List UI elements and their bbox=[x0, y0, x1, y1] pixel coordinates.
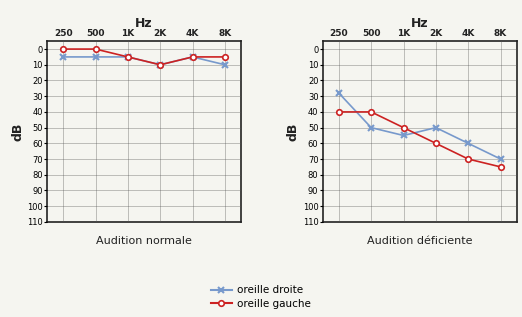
X-axis label: Hz: Hz bbox=[411, 17, 429, 30]
X-axis label: Hz: Hz bbox=[135, 17, 153, 30]
Text: Audition normale: Audition normale bbox=[96, 236, 192, 246]
Y-axis label: dB: dB bbox=[287, 122, 300, 141]
Y-axis label: dB: dB bbox=[11, 122, 25, 141]
Text: Audition déficiente: Audition déficiente bbox=[367, 236, 472, 246]
Legend: oreille droite, oreille gauche: oreille droite, oreille gauche bbox=[211, 286, 311, 309]
